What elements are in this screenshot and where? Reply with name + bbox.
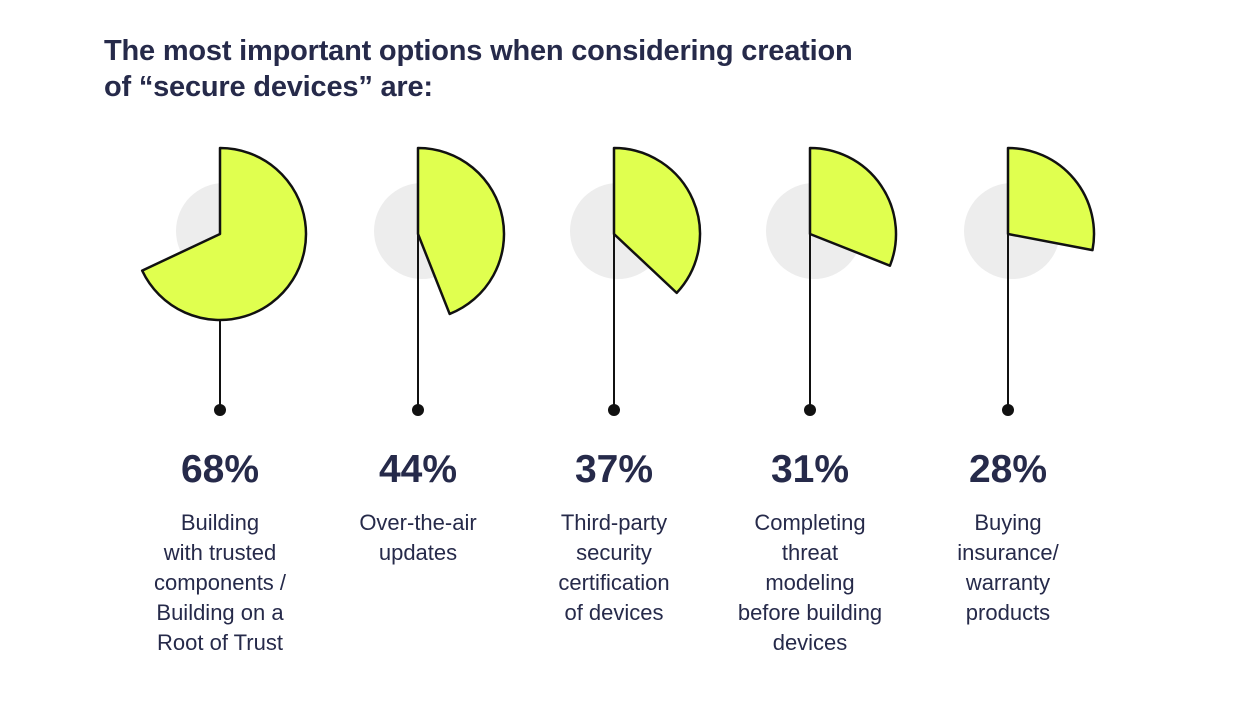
category-description: Completing threat modeling before building d… — [710, 508, 910, 658]
description-line: insurance/ — [957, 540, 1059, 565]
pole-base-dot — [412, 404, 424, 416]
percentage-label: 44% — [378, 448, 458, 491]
category-description: Over-the-air updates — [318, 508, 518, 568]
description-line: warranty — [965, 570, 1051, 595]
chart-title: The most important options when consider… — [104, 33, 904, 105]
description-line: certification — [558, 570, 670, 595]
category-description: Buying insurance/warranty products — [908, 508, 1108, 628]
flag-chart-3 — [570, 146, 702, 416]
stat-block-5: 28% Buying insurance/warranty products — [908, 448, 1108, 628]
category-description: Building with trusted components / Building… — [120, 508, 320, 658]
pie-wedge — [1006, 146, 1096, 252]
pole-base-dot — [804, 404, 816, 416]
description-line: of devices — [564, 600, 664, 625]
description-line: Over-the-air — [359, 510, 477, 535]
pole-base-dot — [608, 404, 620, 416]
description-line: modeling — [765, 570, 855, 595]
flag-chart-1 — [140, 146, 308, 416]
description-line: products — [965, 600, 1051, 625]
flag-chart-5 — [964, 146, 1096, 416]
pie-wedge — [808, 146, 898, 267]
stat-block-2: 44% Over-the-air updates — [318, 448, 518, 568]
percentage-label: 68% — [180, 448, 260, 491]
pie-wedge — [140, 146, 308, 322]
description-line: updates — [378, 540, 458, 565]
description-line: Root of Trust — [157, 630, 283, 655]
pole-base-dot — [1002, 404, 1014, 416]
description-line: Buying — [974, 510, 1042, 535]
description-line: security — [576, 540, 652, 565]
pie-wedge — [612, 146, 702, 295]
pie-wedge — [416, 146, 506, 316]
description-line: Building on a — [156, 600, 284, 625]
description-line: with trusted — [163, 540, 277, 565]
description-line: before building — [737, 600, 883, 625]
pole-base-dot — [214, 404, 226, 416]
stat-block-1: 68% Building with trusted components / Build… — [120, 448, 320, 658]
title-line-2: of “secure devices” are: — [104, 71, 433, 103]
description-line: components / — [153, 570, 287, 595]
stat-block-3: 37% Third-party security certification of de… — [514, 448, 714, 628]
category-description: Third-party security certification of devic… — [514, 508, 714, 628]
stat-block-4: 31% Completing threat modeling before buildi… — [710, 448, 910, 658]
percentage-label: 31% — [770, 448, 850, 491]
flag-chart-2 — [374, 146, 506, 416]
percentage-label: 28% — [968, 448, 1048, 491]
description-line: devices — [772, 630, 848, 655]
percentage-label: 37% — [574, 448, 654, 491]
title-line-1: The most important options when consider… — [104, 35, 853, 67]
description-line: threat — [781, 540, 839, 565]
description-line: Third-party — [560, 510, 668, 535]
description-line: Completing — [754, 510, 866, 535]
flag-chart-4 — [766, 146, 898, 416]
description-line: Building — [180, 510, 260, 535]
